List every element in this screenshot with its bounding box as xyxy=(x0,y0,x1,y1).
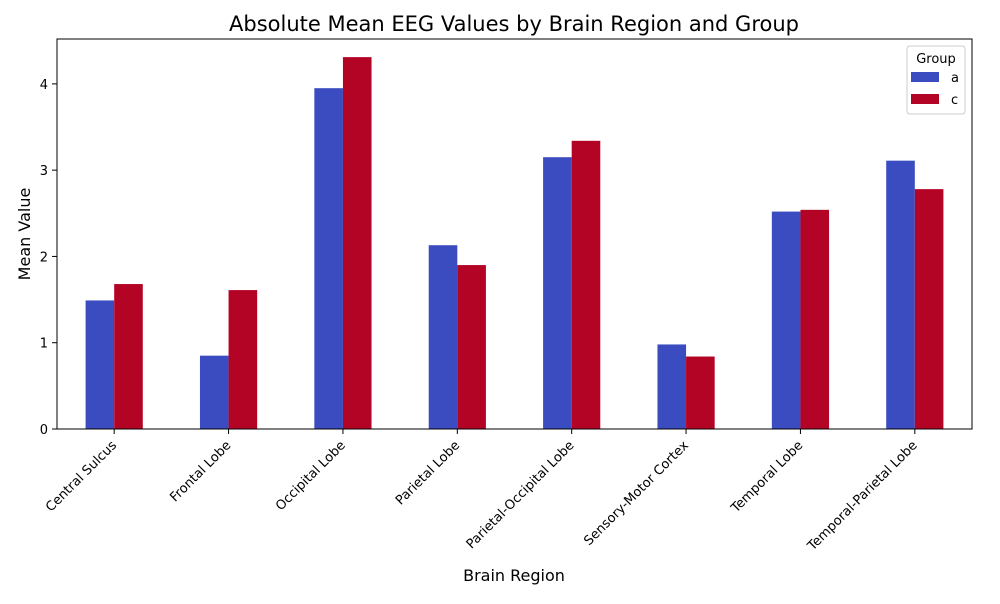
plot-area: 0 1 2 3 4 Central Sulcus Frontal Lobe Occipital… xyxy=(40,38,973,554)
x-tick-label: Temporal Lobe xyxy=(728,438,806,516)
bar-a-4 xyxy=(428,245,458,429)
legend-title: Group xyxy=(916,52,956,67)
x-axis-label: Brain Region xyxy=(463,566,565,585)
legend-label-c: c xyxy=(951,93,958,108)
x-tick-label: Frontal Lobe xyxy=(167,438,234,505)
x-tick-label: Parietal Lobe xyxy=(393,438,463,508)
bar-a-6 xyxy=(657,344,687,429)
chart-title: Absolute Mean EEG Values by Brain Region… xyxy=(229,12,799,36)
bar-c-5 xyxy=(571,140,601,430)
bar-a-7 xyxy=(771,211,801,429)
y-tick-label: 2 xyxy=(40,250,48,265)
bar-c-2 xyxy=(228,290,258,429)
x-tick-label: Occipital Lobe xyxy=(273,438,349,514)
x-tick-label: Central Sulcus xyxy=(43,438,120,515)
bar-c-4 xyxy=(457,265,486,429)
bar-a-2 xyxy=(199,355,229,429)
bar-c-1 xyxy=(114,284,143,429)
x-tick-label: Temporal-Parietal Lobe xyxy=(804,438,920,554)
y-tick-label: 0 xyxy=(40,423,48,438)
bar-c-3 xyxy=(342,57,372,429)
bar-a-1 xyxy=(85,300,115,429)
y-tick-label: 4 xyxy=(40,78,48,93)
bar-c-7 xyxy=(800,209,830,429)
legend: Group ac xyxy=(906,45,966,115)
x-tick-label: Parietal-Occipital Lobe xyxy=(464,438,578,552)
plot-frame xyxy=(56,38,973,430)
bar-a-5 xyxy=(543,157,572,430)
bar-c-6 xyxy=(686,356,715,429)
bar-a-8 xyxy=(886,160,915,429)
bar-c-8 xyxy=(914,189,944,429)
y-axis-label: Mean Value xyxy=(15,188,34,281)
y-tick-label: 1 xyxy=(40,337,48,352)
legend-label-a: a xyxy=(951,71,959,86)
legend-swatch-a xyxy=(911,72,939,82)
bar-a-3 xyxy=(314,88,343,429)
legend-swatch-c xyxy=(911,94,939,104)
x-tick-label: Sensory-Motor Cortex xyxy=(581,438,692,549)
y-tick-label: 3 xyxy=(40,164,48,179)
